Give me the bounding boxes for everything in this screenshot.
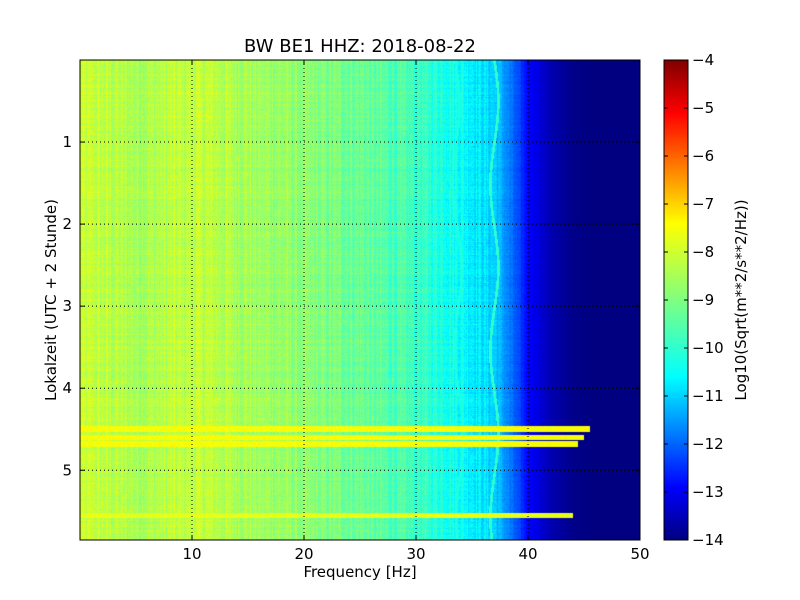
y-tick-label: 4 <box>62 379 72 397</box>
x-tick-label: 50 <box>630 545 649 563</box>
plot-frame <box>79 59 641 541</box>
colorbar-ticks: −4 −5 −6 −7 −8 −9 −10 −11 −12 −13 −14 <box>664 51 724 549</box>
y-tick-label: 1 <box>62 133 72 151</box>
colorbar-tick-label: −11 <box>692 387 724 405</box>
colorbar-tick-label: −13 <box>692 483 724 501</box>
y-axis-label: Lokalzeit (UTC + 2 Stunde) <box>42 199 60 401</box>
spectrogram-image <box>80 60 640 540</box>
x-tick-label: 30 <box>406 545 425 563</box>
colorbar-tick-label: −4 <box>692 51 714 69</box>
colorbar-tick-label: −5 <box>692 99 714 117</box>
grid-lines <box>80 60 640 540</box>
y-tick-label: 2 <box>62 215 72 233</box>
colorbar-label: Log10(Sqrt(m**2/s**2/Hz)) <box>732 199 750 400</box>
colorbar-tick-label: −8 <box>692 243 714 261</box>
x-tick-label: 40 <box>518 545 537 563</box>
colorbar-tick-label: −14 <box>692 531 724 549</box>
colorbar-tick-label: −10 <box>692 339 724 357</box>
colorbar-tick-label: −12 <box>692 435 724 453</box>
chart-title: BW BE1 HHZ: 2018-08-22 <box>244 36 476 57</box>
x-axis-label: Frequency [Hz] <box>303 563 416 581</box>
x-tick-label: 20 <box>294 545 313 563</box>
y-tick-label: 5 <box>62 461 72 479</box>
colorbar-tick-label: −6 <box>692 147 714 165</box>
colorbar-tick-label: −7 <box>692 195 714 213</box>
y-tick-label: 3 <box>62 297 72 315</box>
x-tick-label: 10 <box>182 545 201 563</box>
colorbar: −4 −5 −6 −7 −8 −9 −10 −11 −12 −13 −14 Log10(Sqrt(m… <box>663 51 750 549</box>
colorbar-tick-label: −9 <box>692 291 714 309</box>
x-axis: 10 20 30 40 50 <box>182 60 650 563</box>
y-axis: 1 2 3 4 5 <box>62 133 640 479</box>
spectrogram-heatmap <box>80 60 640 540</box>
